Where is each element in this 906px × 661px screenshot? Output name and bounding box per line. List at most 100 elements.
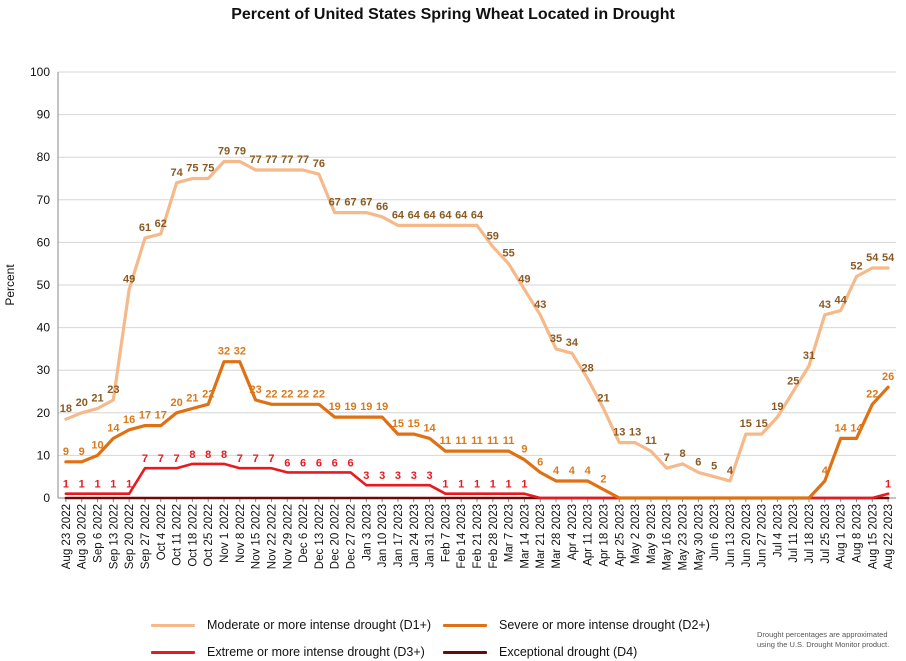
data-label: 14 — [423, 422, 436, 434]
x-tick-label: Aug 30 2022 — [77, 504, 89, 569]
x-tick-label: Oct 11 2022 — [172, 504, 184, 566]
data-label: 6 — [284, 457, 290, 469]
x-tick-label: Sep 27 2022 — [140, 504, 152, 569]
legend-item-d4: Exceptional drought (D4) — [443, 645, 637, 659]
data-label: 11 — [503, 435, 515, 447]
chart-title: Percent of United States Spring Wheat Lo… — [231, 6, 675, 23]
legend-item-d3: Extreme or more intense drought (D3+) — [151, 645, 425, 659]
data-label: 4 — [727, 465, 734, 477]
x-tick-label: Jun 27 2023 — [757, 504, 769, 567]
data-label: 7 — [237, 453, 243, 465]
x-tick-label: Jun 6 2023 — [709, 504, 721, 561]
x-tick-label: Aug 1 2023 — [836, 504, 848, 563]
x-tick-label: Jul 18 2023 — [804, 504, 816, 563]
data-label: 15 — [392, 418, 404, 430]
data-label: 43 — [534, 299, 546, 311]
data-label: 1 — [490, 479, 496, 491]
data-label: 77 — [281, 154, 293, 166]
x-tick-label: Sep 20 2022 — [124, 504, 136, 569]
data-label: 9 — [63, 446, 69, 458]
data-label: 8 — [679, 448, 685, 460]
data-label: 4 — [569, 465, 576, 477]
x-tick-label: Aug 23 2022 — [61, 504, 73, 569]
data-label: 22 — [265, 388, 277, 400]
data-label: 14 — [850, 422, 863, 434]
data-label: 32 — [234, 346, 246, 358]
data-label: 62 — [155, 218, 167, 230]
x-tick-labels: Aug 23 2022 Aug 30 2022 Sep 6 2022 Sep 13 2… — [61, 504, 895, 571]
legend-swatch-d3 — [151, 650, 195, 654]
data-label: 8 — [205, 449, 211, 461]
x-tick-label: Jan 17 2023 — [393, 504, 405, 567]
data-label: 1 — [521, 479, 527, 491]
data-label: 1 — [474, 479, 480, 491]
x-tick-label: Mar 7 2023 — [504, 504, 516, 562]
data-label: 3 — [379, 470, 385, 482]
x-tick-label: May 16 2023 — [662, 504, 674, 571]
x-tick-label: Jan 24 2023 — [409, 504, 421, 567]
data-label: 64 — [408, 209, 421, 221]
y-tick-labels: 0 10 20 30 40 50 60 70 80 90 100 — [30, 65, 50, 505]
data-label: 13 — [629, 427, 641, 439]
data-label: 22 — [202, 388, 214, 400]
data-label: 3 — [411, 470, 417, 482]
data-label: 3 — [395, 470, 401, 482]
data-label: 1 — [506, 479, 512, 491]
legend-item-d2: Severe or more intense drought (D2+) — [443, 618, 710, 632]
data-label: 44 — [835, 295, 848, 307]
source-note: Drought percentages are approximated usi… — [757, 630, 890, 649]
data-label: 74 — [170, 167, 183, 179]
data-label: 20 — [170, 397, 182, 409]
data-label: 14 — [835, 422, 848, 434]
data-label: 52 — [850, 260, 862, 272]
data-label: 75 — [202, 163, 214, 175]
x-tick-label: Dec 13 2022 — [314, 504, 326, 569]
data-label: 1 — [458, 479, 464, 491]
data-label: 10 — [91, 439, 103, 451]
x-tick-label: Mar 21 2023 — [535, 504, 547, 569]
x-tick-label: Feb 21 2023 — [472, 504, 484, 569]
data-label: 19 — [344, 401, 356, 413]
data-label: 7 — [158, 453, 164, 465]
data-label: 18 — [60, 403, 72, 415]
y-tick-label: 0 — [43, 491, 50, 505]
y-axis-label: Percent — [3, 264, 17, 306]
data-label: 19 — [329, 401, 341, 413]
x-tick-label: Jun 13 2023 — [725, 504, 737, 567]
data-label: 7 — [664, 452, 670, 464]
data-label: 64 — [455, 209, 468, 221]
data-label: 11 — [455, 435, 467, 447]
data-label: 77 — [265, 154, 277, 166]
data-label: 64 — [423, 209, 436, 221]
data-label: 31 — [803, 350, 815, 362]
x-tick-label: May 30 2023 — [693, 504, 705, 571]
data-label: 7 — [142, 453, 148, 465]
x-tick-label: Jul 4 2023 — [772, 504, 784, 557]
data-label: 21 — [91, 393, 103, 405]
data-label: 11 — [471, 435, 483, 447]
data-label: 15 — [408, 418, 420, 430]
data-label: 9 — [521, 444, 527, 456]
data-label: 11 — [645, 435, 657, 447]
gridlines — [58, 71, 896, 456]
x-tick-label: Jan 10 2023 — [377, 504, 389, 567]
y-tick-label: 30 — [37, 363, 51, 377]
x-tick-label: Apr 18 2023 — [598, 504, 610, 567]
x-tick-label: Jan 3 2023 — [361, 504, 373, 561]
x-tick-label: Dec 6 2022 — [298, 504, 310, 563]
data-label: 15 — [740, 418, 752, 430]
data-label: 7 — [253, 453, 259, 465]
x-tick-label: Sep 13 2022 — [108, 504, 120, 569]
data-label: 3 — [363, 470, 369, 482]
data-label: 54 — [882, 252, 895, 264]
legend-label-d1: Moderate or more intense drought (D1+) — [207, 618, 432, 632]
data-label: 64 — [471, 209, 484, 221]
data-label: 2 — [600, 473, 606, 485]
data-label: 6 — [316, 457, 322, 469]
data-label: 22 — [866, 388, 878, 400]
data-label: 22 — [313, 388, 325, 400]
data-label: 8 — [221, 449, 227, 461]
x-tick-label: Nov 8 2022 — [235, 504, 247, 563]
